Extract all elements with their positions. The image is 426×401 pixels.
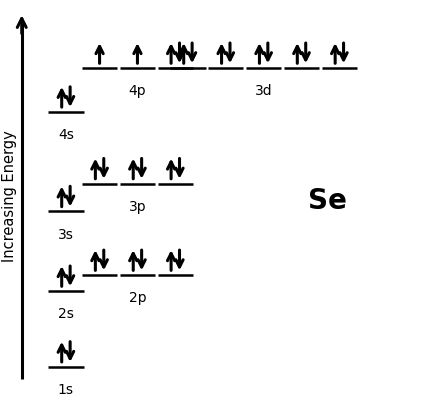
Text: 3s: 3s bbox=[58, 227, 74, 241]
Text: Se: Se bbox=[307, 186, 346, 214]
Text: 2s: 2s bbox=[58, 306, 74, 320]
Text: 4p: 4p bbox=[128, 84, 146, 98]
Text: 3d: 3d bbox=[254, 84, 272, 98]
Text: 4s: 4s bbox=[58, 128, 74, 142]
Text: 1s: 1s bbox=[58, 382, 74, 396]
Text: Increasing Energy: Increasing Energy bbox=[3, 130, 17, 262]
Text: 2p: 2p bbox=[128, 291, 146, 304]
Text: 3p: 3p bbox=[128, 199, 146, 213]
